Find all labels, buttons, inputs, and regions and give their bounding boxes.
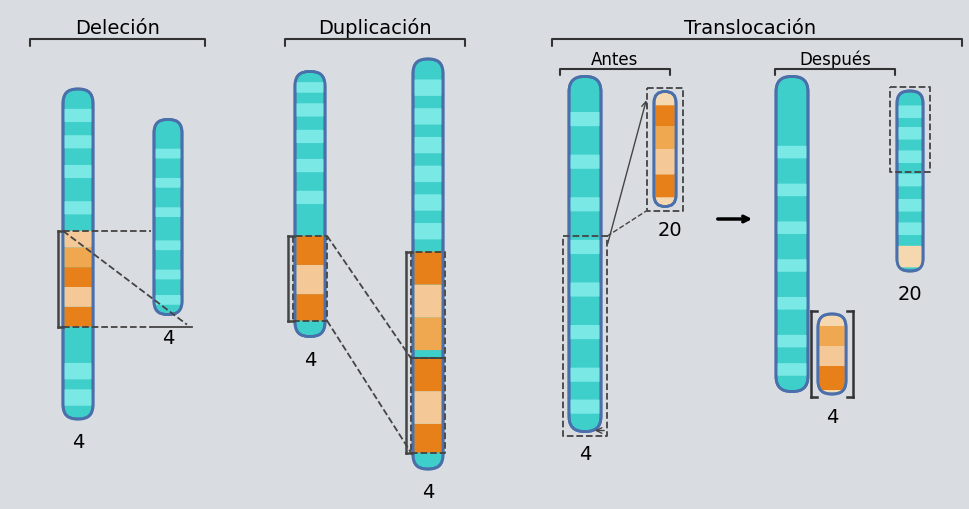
Text: 4: 4 [72,432,84,451]
FancyBboxPatch shape [64,232,92,248]
FancyBboxPatch shape [570,113,599,127]
Text: 4: 4 [303,350,316,369]
FancyBboxPatch shape [296,130,324,144]
Text: 4: 4 [422,482,434,501]
FancyBboxPatch shape [817,315,845,394]
FancyBboxPatch shape [653,92,675,207]
Text: 4: 4 [825,407,837,426]
FancyBboxPatch shape [819,326,844,346]
FancyBboxPatch shape [819,366,844,390]
FancyBboxPatch shape [569,77,601,432]
FancyBboxPatch shape [897,128,921,140]
FancyBboxPatch shape [64,136,92,149]
FancyBboxPatch shape [414,166,441,183]
FancyBboxPatch shape [776,335,806,348]
FancyBboxPatch shape [776,363,806,376]
FancyBboxPatch shape [776,297,806,310]
FancyBboxPatch shape [570,198,599,212]
FancyBboxPatch shape [654,150,674,175]
Text: 20: 20 [896,285,922,303]
FancyBboxPatch shape [414,318,441,350]
FancyBboxPatch shape [776,222,806,235]
FancyBboxPatch shape [296,295,324,321]
FancyBboxPatch shape [296,236,324,265]
FancyBboxPatch shape [654,106,674,127]
FancyBboxPatch shape [654,127,674,150]
FancyBboxPatch shape [64,109,92,123]
Text: Translocación: Translocación [683,18,815,38]
FancyBboxPatch shape [414,109,441,125]
FancyBboxPatch shape [296,104,324,117]
FancyBboxPatch shape [64,389,92,406]
FancyBboxPatch shape [414,391,441,424]
Text: Después: Después [798,51,870,69]
FancyBboxPatch shape [155,150,180,159]
FancyBboxPatch shape [897,175,921,187]
FancyBboxPatch shape [64,307,92,327]
FancyBboxPatch shape [414,137,441,154]
FancyBboxPatch shape [570,400,599,414]
Text: Deleción: Deleción [76,18,160,38]
FancyBboxPatch shape [154,120,182,315]
FancyBboxPatch shape [897,106,921,119]
FancyBboxPatch shape [414,223,441,240]
FancyBboxPatch shape [64,363,92,380]
FancyBboxPatch shape [296,160,324,173]
FancyBboxPatch shape [819,346,844,366]
FancyBboxPatch shape [897,200,921,212]
FancyBboxPatch shape [775,77,807,392]
FancyBboxPatch shape [776,260,806,272]
Text: 20: 20 [657,221,681,240]
FancyBboxPatch shape [296,191,324,205]
FancyBboxPatch shape [570,240,599,254]
Text: Duplicación: Duplicación [318,18,431,38]
FancyBboxPatch shape [155,270,180,280]
FancyBboxPatch shape [64,288,92,307]
FancyBboxPatch shape [414,285,441,318]
FancyBboxPatch shape [897,246,921,268]
FancyBboxPatch shape [654,175,674,198]
FancyBboxPatch shape [155,179,180,188]
FancyBboxPatch shape [570,155,599,169]
FancyBboxPatch shape [295,72,325,337]
FancyBboxPatch shape [413,60,443,469]
FancyBboxPatch shape [64,232,92,245]
FancyBboxPatch shape [296,265,324,295]
FancyBboxPatch shape [64,165,92,179]
FancyBboxPatch shape [896,92,922,271]
FancyBboxPatch shape [570,283,599,297]
FancyBboxPatch shape [776,147,806,159]
FancyBboxPatch shape [414,424,441,453]
FancyBboxPatch shape [296,83,324,94]
FancyBboxPatch shape [155,241,180,250]
FancyBboxPatch shape [64,202,92,215]
FancyBboxPatch shape [776,184,806,197]
FancyBboxPatch shape [414,195,441,211]
FancyBboxPatch shape [897,223,921,236]
Text: Antes: Antes [591,51,638,69]
FancyBboxPatch shape [414,359,441,391]
Text: 4: 4 [162,328,174,347]
FancyBboxPatch shape [155,208,180,217]
FancyBboxPatch shape [64,268,92,288]
FancyBboxPatch shape [570,325,599,340]
FancyBboxPatch shape [414,252,441,285]
FancyBboxPatch shape [897,151,921,164]
FancyBboxPatch shape [63,90,93,419]
FancyBboxPatch shape [64,248,92,268]
FancyBboxPatch shape [414,80,441,97]
FancyBboxPatch shape [155,295,180,305]
Text: 4: 4 [578,445,590,464]
FancyBboxPatch shape [570,368,599,382]
